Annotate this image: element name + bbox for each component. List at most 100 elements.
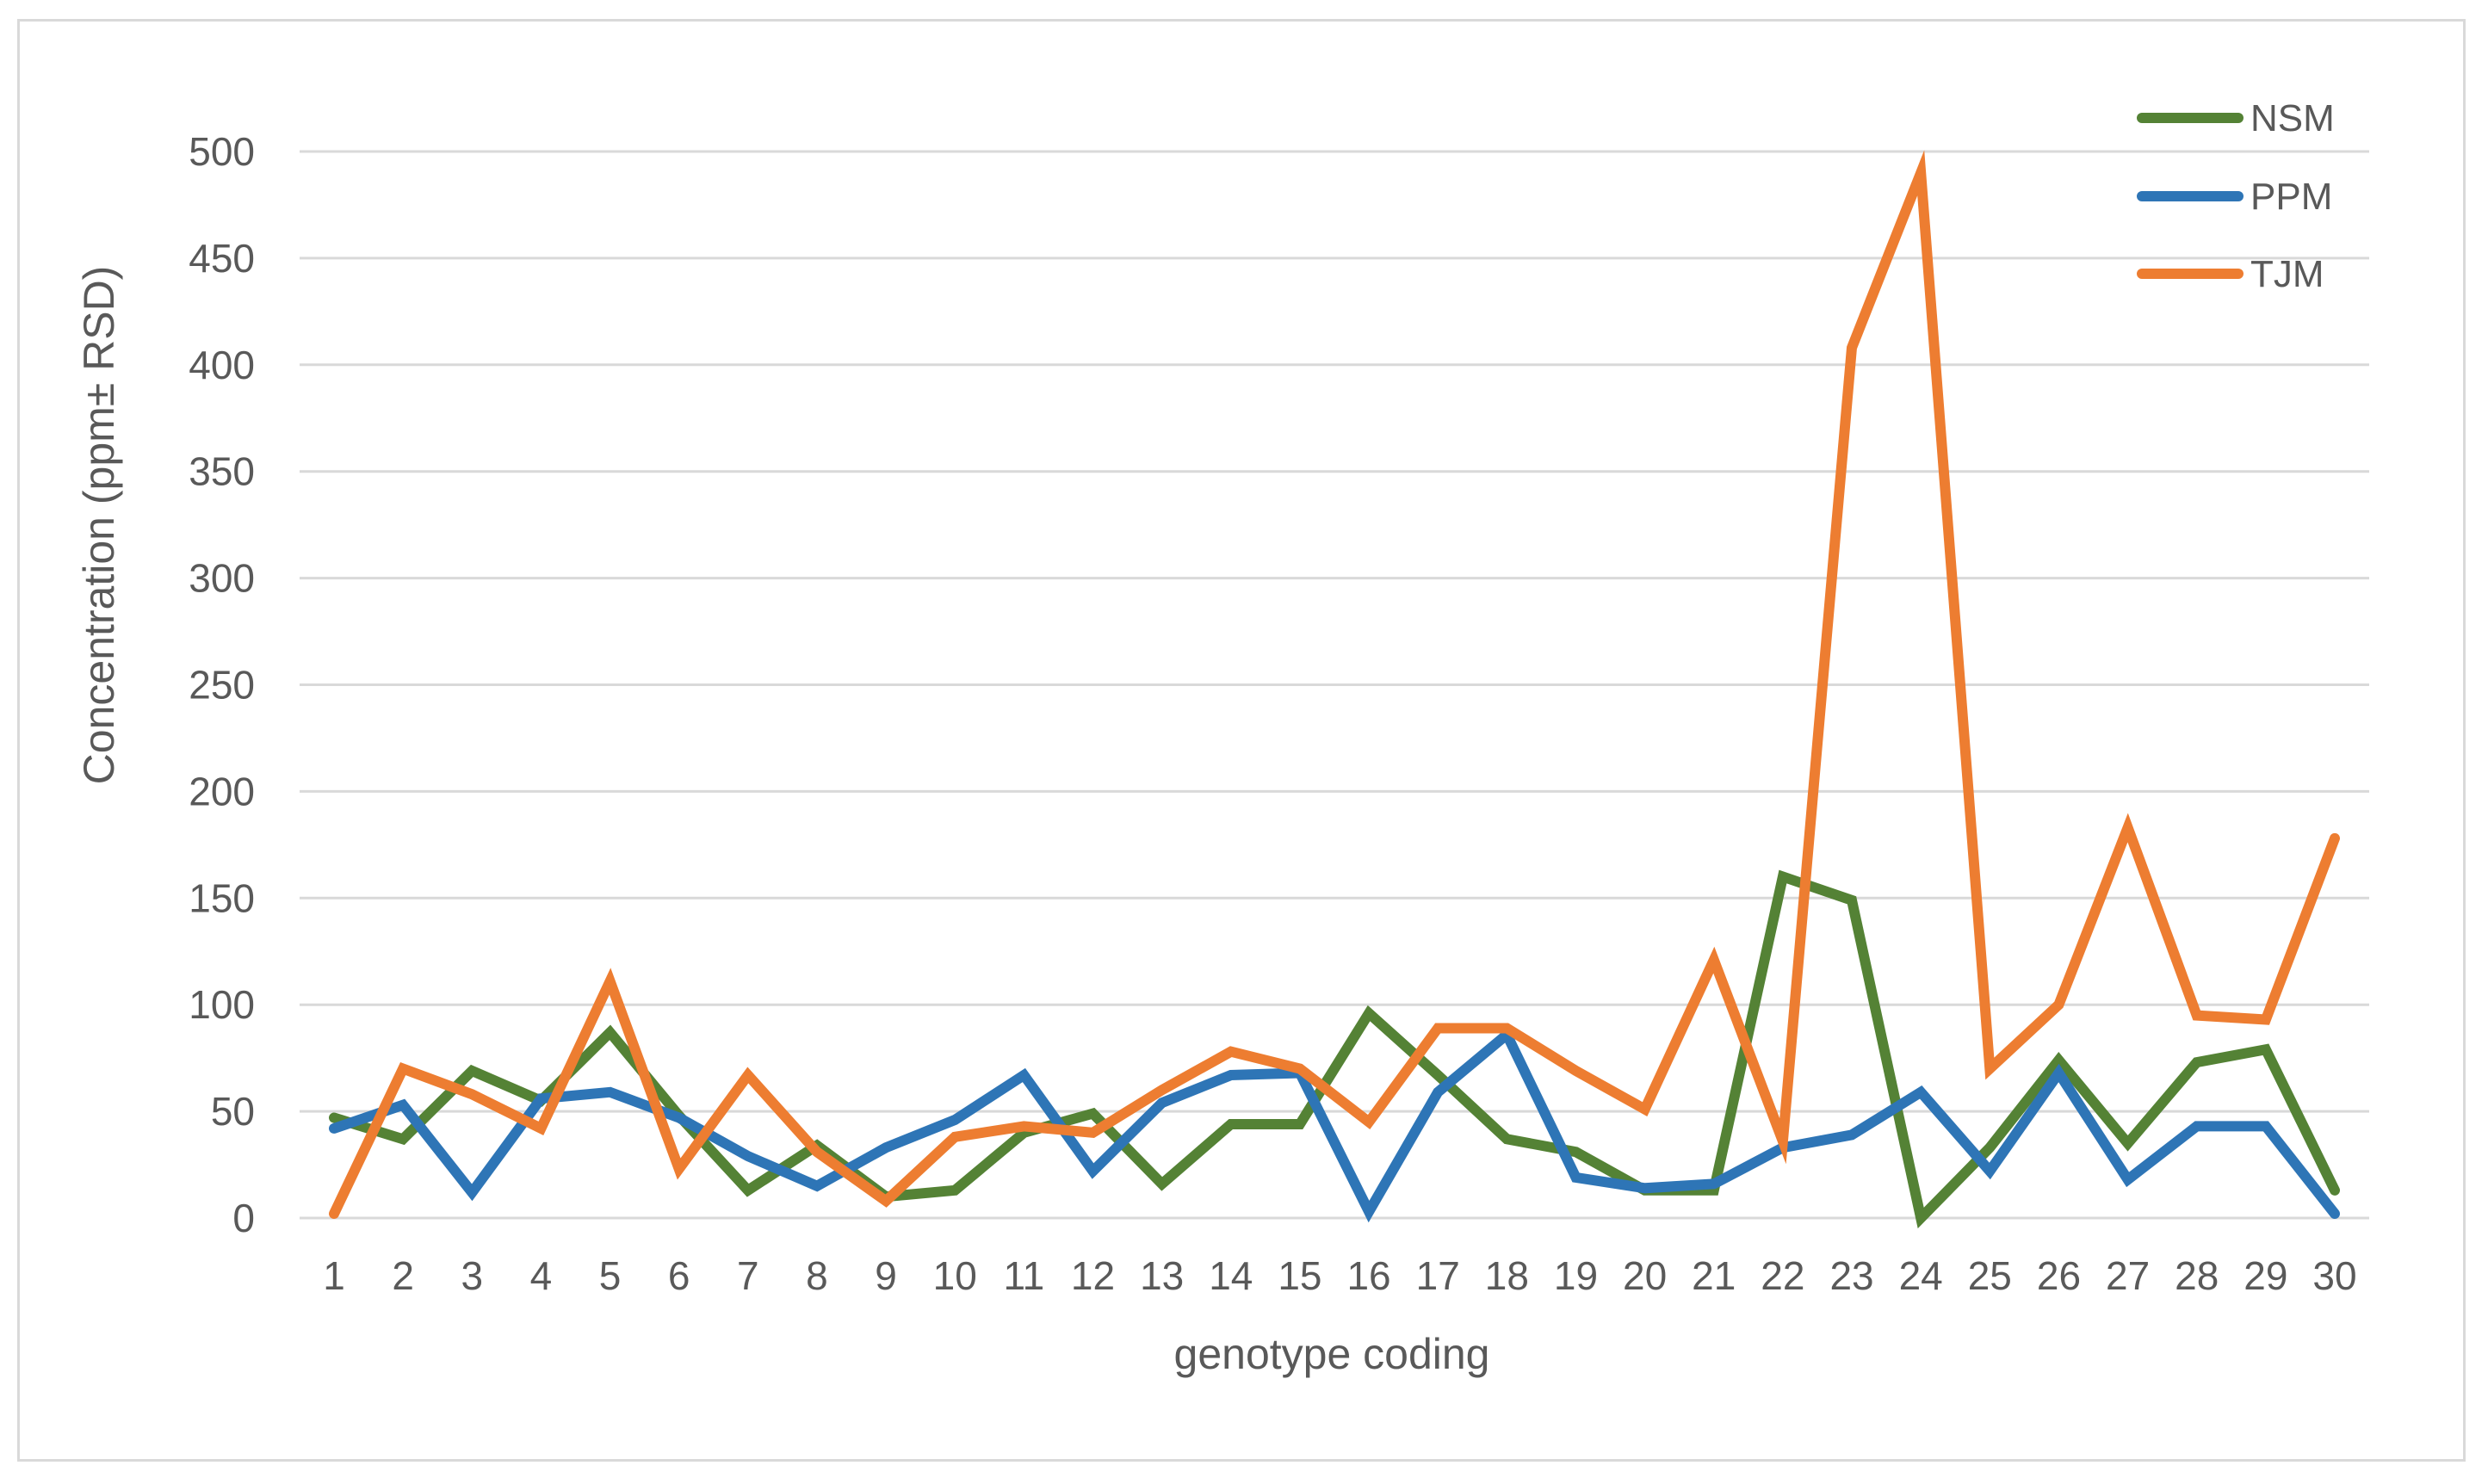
point-ppm-25 [1989, 1170, 1991, 1172]
point-nsm-1 [333, 1116, 335, 1119]
x-tick-label-8: 8 [806, 1253, 828, 1298]
y-axis-title: Concentration (ppm± RSD) [75, 266, 123, 785]
x-axis-tick-labels: 1 2 3 4 5 6 7 8 9 10 11 12 13 14 15 16 17 18 19 20 21 22 23 24 2… [323, 1253, 2356, 1298]
point-tjm-26 [2058, 1004, 2060, 1006]
legend-label-tjm: TJM [2250, 253, 2324, 295]
x-tick-label-1: 1 [323, 1253, 345, 1298]
point-tjm-25 [1989, 1067, 1991, 1070]
x-tick-label-3: 3 [461, 1253, 483, 1298]
point-tjm-8 [815, 1151, 818, 1153]
point-nsm-26 [2058, 1059, 2060, 1061]
point-ppm-2 [402, 1104, 405, 1106]
x-tick-label-7: 7 [737, 1253, 759, 1298]
series-tjm [329, 150, 2340, 1219]
point-ppm-17 [1437, 1091, 1439, 1093]
point-ppm-11 [1023, 1073, 1025, 1076]
point-tjm-16 [1368, 1121, 1371, 1123]
point-nsm-27 [2126, 1142, 2129, 1145]
point-ppm-19 [1575, 1176, 1577, 1178]
point-ppm-8 [815, 1184, 818, 1187]
y-tick-label-300: 300 [189, 556, 255, 601]
y-tick-label-350: 350 [189, 449, 255, 494]
x-tick-label-4: 4 [530, 1253, 553, 1298]
legend: NSM PPM TJM [2137, 97, 2335, 295]
point-tjm-5 [609, 980, 611, 982]
x-tick-label-22: 22 [1761, 1253, 1804, 1298]
point-ppm-12 [1092, 1170, 1094, 1172]
point-ppm-9 [885, 1147, 888, 1149]
x-tick-label-23: 23 [1829, 1253, 1873, 1298]
x-tick-label-13: 13 [1140, 1253, 1184, 1298]
point-ppm-24 [1920, 1091, 1922, 1093]
point-tjm-21 [1712, 959, 1715, 962]
x-tick-label-6: 6 [668, 1253, 690, 1298]
x-axis-title: genotype coding [1174, 1330, 1490, 1378]
point-ppm-27 [2126, 1178, 2129, 1181]
gridlines [300, 150, 2369, 1220]
point-nsm-21 [1712, 1189, 1715, 1191]
x-tick-label-15: 15 [1278, 1253, 1321, 1298]
point-nsm-29 [2264, 1048, 2267, 1051]
series-line-tjm [329, 150, 2340, 1219]
x-tick-label-10: 10 [933, 1253, 977, 1298]
x-tick-label-24: 24 [1899, 1253, 1943, 1298]
point-nsm-19 [1575, 1151, 1577, 1153]
point-nsm-11 [1023, 1131, 1025, 1134]
legend-label-nsm: NSM [2250, 97, 2335, 139]
x-tick-label-20: 20 [1623, 1253, 1667, 1298]
y-tick-label-150: 150 [189, 875, 255, 920]
point-nsm-17 [1437, 1073, 1439, 1076]
point-nsm-5 [609, 1031, 611, 1034]
point-ppm-3 [471, 1191, 473, 1194]
x-tick-label-14: 14 [1209, 1253, 1253, 1298]
point-tjm-2 [402, 1067, 405, 1070]
point-tjm-1 [333, 1213, 335, 1215]
series-line-nsm [329, 869, 2340, 1229]
point-nsm-18 [1506, 1138, 1508, 1141]
y-tick-label-200: 200 [189, 769, 255, 813]
point-tjm-19 [1575, 1070, 1577, 1073]
point-ppm-20 [1643, 1187, 1646, 1190]
point-nsm-16 [1368, 1012, 1371, 1015]
point-nsm-23 [1851, 899, 1854, 901]
point-nsm-24 [1920, 1217, 1922, 1219]
point-nsm-25 [1989, 1147, 1991, 1149]
point-nsm-2 [402, 1138, 405, 1141]
point-nsm-30 [2334, 1189, 2336, 1191]
x-tick-label-9: 9 [875, 1253, 897, 1298]
x-tick-label-11: 11 [1003, 1253, 1044, 1298]
point-ppm-29 [2264, 1125, 2267, 1128]
legend-item-tjm: TJM [2137, 253, 2324, 295]
point-ppm-30 [2334, 1213, 2336, 1215]
x-tick-label-25: 25 [1968, 1253, 2012, 1298]
point-tjm-29 [2264, 1018, 2267, 1021]
point-tjm-3 [471, 1093, 473, 1096]
point-nsm-14 [1229, 1122, 1232, 1125]
x-tick-label-29: 29 [2244, 1253, 2287, 1298]
point-nsm-3 [471, 1070, 473, 1073]
x-tick-label-12: 12 [1071, 1253, 1115, 1298]
y-tick-label-50: 50 [211, 1089, 255, 1134]
point-tjm-14 [1229, 1050, 1232, 1053]
x-tick-label-26: 26 [2037, 1253, 2081, 1298]
point-nsm-13 [1160, 1183, 1163, 1185]
point-nsm-7 [746, 1189, 749, 1191]
legend-label-ppm: PPM [2250, 176, 2332, 218]
x-tick-label-19: 19 [1554, 1253, 1598, 1298]
y-tick-label-100: 100 [189, 982, 255, 1027]
point-tjm-28 [2195, 1014, 2198, 1017]
series-line-ppm [329, 1026, 2340, 1223]
x-tick-label-16: 16 [1346, 1253, 1390, 1298]
point-ppm-4 [540, 1098, 542, 1100]
point-ppm-6 [678, 1116, 680, 1119]
point-tjm-11 [1023, 1125, 1025, 1128]
series-lines [329, 150, 2340, 1229]
x-tick-label-2: 2 [392, 1253, 414, 1298]
point-tjm-24 [1920, 171, 1922, 174]
point-tjm-30 [2334, 837, 2336, 839]
legend-item-ppm: PPM [2137, 176, 2332, 218]
point-nsm-10 [954, 1189, 956, 1191]
point-nsm-22 [1781, 875, 1784, 878]
point-ppm-28 [2195, 1125, 2198, 1128]
